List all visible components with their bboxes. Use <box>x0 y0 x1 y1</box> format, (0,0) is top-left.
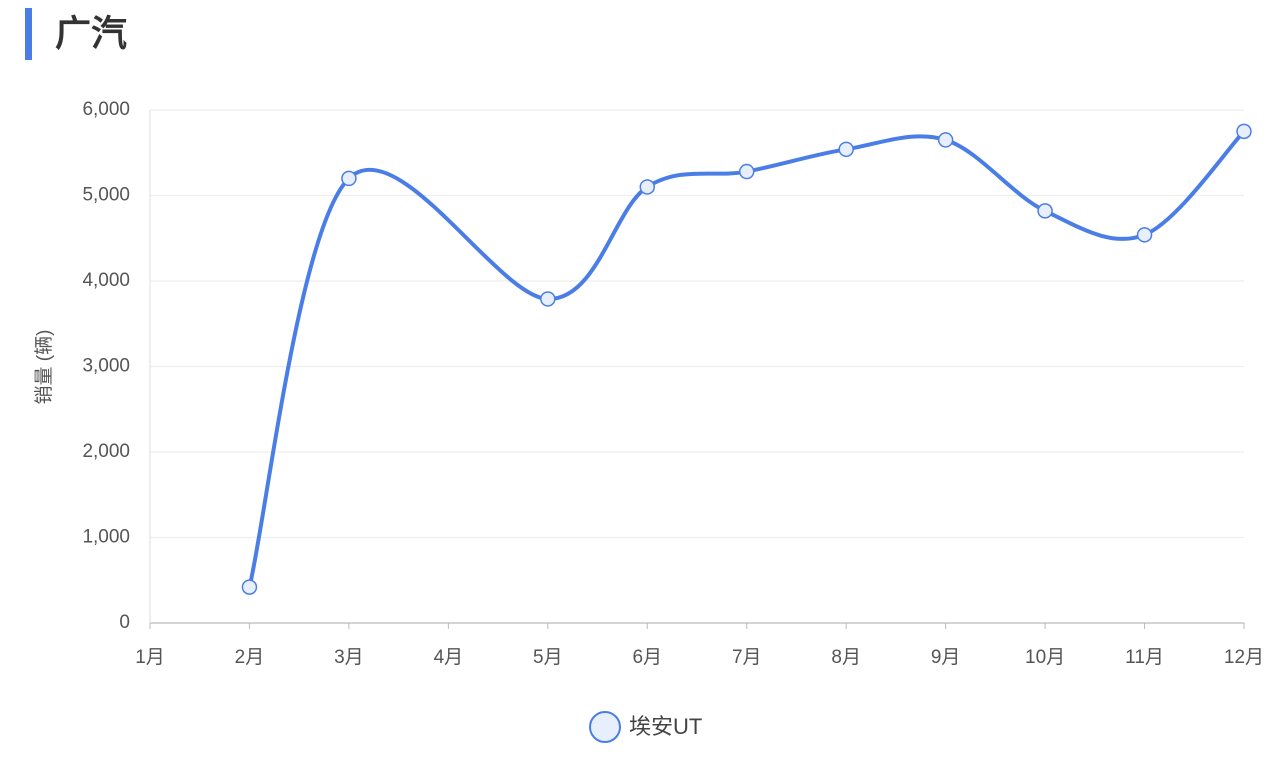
x-tick-label: 1月 <box>135 647 165 668</box>
y-tick-label: 2,000 <box>82 441 130 462</box>
y-axis-label: 销量 (辆) <box>33 330 55 405</box>
data-point <box>540 291 556 307</box>
data-point <box>738 163 755 180</box>
y-tick-label: 4,000 <box>82 270 130 291</box>
x-tick-label: 5月 <box>533 647 563 668</box>
x-tick-label: 2月 <box>235 647 265 668</box>
data-point <box>1236 123 1252 140</box>
data-point <box>937 132 954 148</box>
y-tick-label: 1,000 <box>82 527 130 548</box>
x-tick-label: 11月 <box>1125 647 1164 668</box>
data-point <box>838 141 854 158</box>
data-point <box>1037 203 1053 219</box>
x-tick-label: 10月 <box>1025 647 1065 668</box>
line-series <box>247 129 1246 588</box>
legend-marker <box>589 711 621 743</box>
x-tick-label: 12月 <box>1224 647 1264 668</box>
x-tick-label: 4月 <box>434 647 464 668</box>
y-tick-label: 5,000 <box>82 185 130 206</box>
data-point <box>341 170 357 187</box>
data-point <box>241 579 258 595</box>
y-tick-label: 6,000 <box>82 99 130 120</box>
x-tick-label: 9月 <box>931 647 961 668</box>
data-point <box>1136 227 1153 243</box>
x-tick-label: 7月 <box>732 647 762 668</box>
x-tick-label: 8月 <box>831 647 861 668</box>
x-tick-label: 3月 <box>334 647 364 668</box>
chart-title: 广汽 <box>55 13 127 54</box>
y-tick-label: 3,000 <box>82 356 130 377</box>
x-tick-label: 6月 <box>632 647 662 668</box>
y-tick-label: 0 <box>119 612 130 633</box>
legend-label: 埃安UT <box>629 714 702 739</box>
title-bar <box>25 8 32 60</box>
data-point <box>639 179 656 195</box>
